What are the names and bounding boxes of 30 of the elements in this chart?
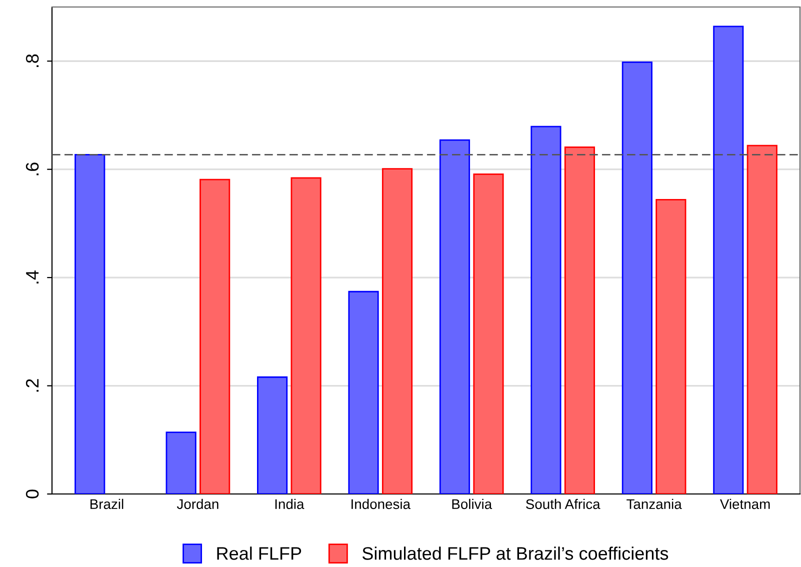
y-tick-label: .8 (26, 54, 39, 67)
bar (290, 177, 322, 494)
x-tick-label: Indonesia (352, 498, 411, 510)
y-tick-label: .6 (26, 162, 39, 176)
bar (348, 290, 379, 494)
bar (166, 432, 196, 494)
x-tick-label: Tanzania (626, 498, 682, 510)
y-tick-label: 0 (26, 490, 39, 498)
bar (564, 146, 595, 494)
bar (746, 144, 778, 494)
y-tick-label: .2 (26, 379, 39, 392)
x-tick-label: Brazil (90, 498, 124, 510)
bar (656, 198, 686, 494)
bar (74, 154, 106, 494)
x-tick-label: South Africa (526, 498, 600, 510)
x-tick-label: Vietnam (720, 498, 770, 510)
legend-label: Real FLFP (217, 546, 302, 560)
legend-label: Simulated FLFP at Brazil’s coefficients (362, 546, 668, 560)
bar (200, 178, 230, 494)
bar (439, 139, 470, 494)
bar (622, 62, 652, 494)
bar (473, 174, 504, 494)
x-tick-label: India (275, 498, 304, 510)
bar (382, 168, 413, 494)
bar (530, 126, 562, 494)
y-tick-label: .4 (26, 270, 39, 284)
x-tick-label: Jordan (176, 498, 218, 510)
x-tick-label: Bolivia (452, 498, 492, 510)
bar (257, 376, 288, 494)
bar (713, 26, 744, 494)
